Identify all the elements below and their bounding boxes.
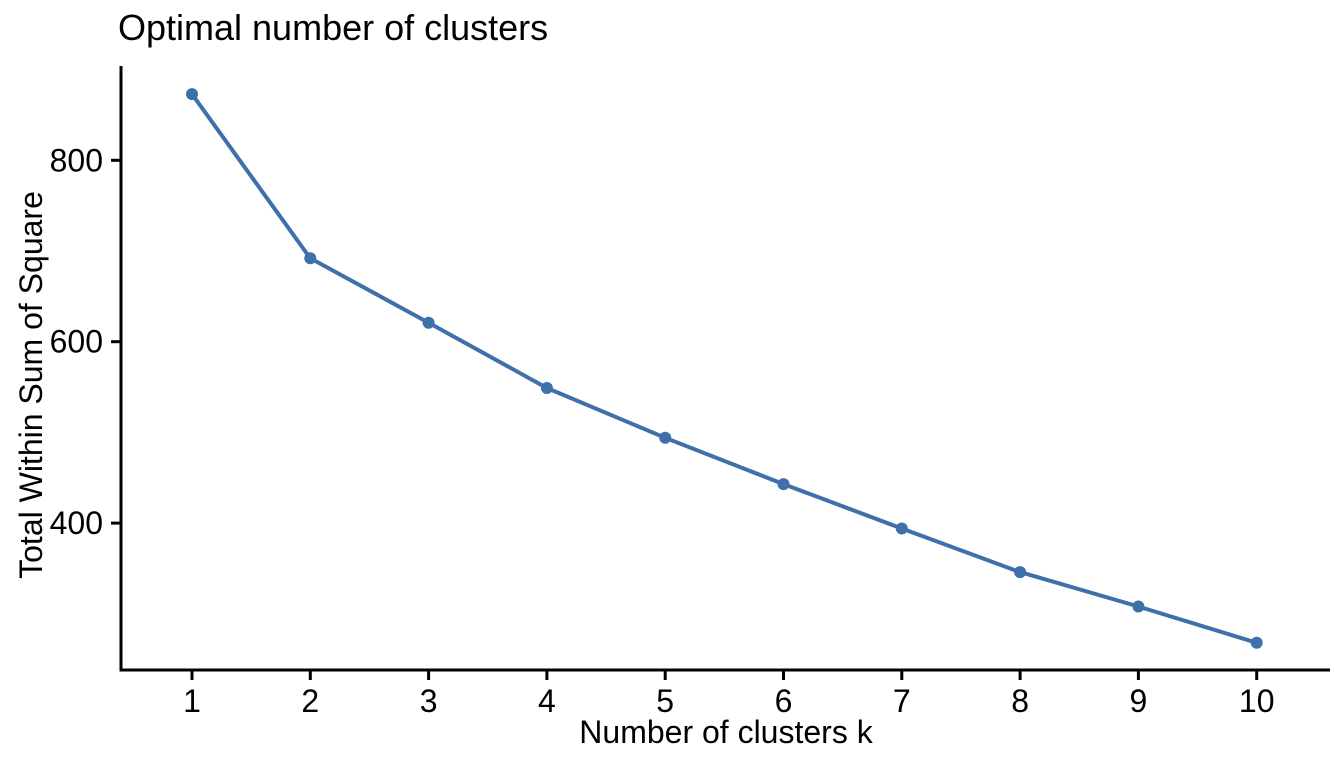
data-point: [895, 522, 908, 535]
plot-area: 400 600 800 1 2 3 4 5 6 7 8 9 10: [50, 66, 1330, 719]
y-tick-label: 600: [50, 324, 103, 360]
x-axis-title: Number of clusters k: [579, 714, 873, 750]
x-tick-label: 2: [301, 683, 319, 719]
x-tick-label: 4: [538, 683, 556, 719]
x-tick-label: 7: [893, 683, 911, 719]
data-point: [422, 316, 435, 329]
y-tick-label: 400: [50, 505, 103, 541]
data-point: [777, 478, 790, 491]
x-tick-label: 8: [1011, 683, 1029, 719]
x-tick-label: 5: [656, 683, 674, 719]
chart-title: Optimal number of clusters: [118, 7, 548, 48]
data-point: [1014, 566, 1027, 579]
y-tick-label: 800: [50, 142, 103, 178]
data-point: [540, 382, 553, 394]
x-tick-label: 3: [420, 683, 438, 719]
data-point: [186, 88, 198, 101]
x-tick-label: 10: [1239, 683, 1275, 719]
data-point: [659, 431, 672, 444]
x-tick-label: 6: [775, 683, 793, 719]
x-tick-label: 9: [1130, 683, 1148, 719]
data-point: [1132, 600, 1145, 613]
data-point: [1250, 636, 1263, 649]
series-line: [190, 92, 1259, 645]
y-axis-title: Total Within Sum of Square: [13, 191, 49, 579]
data-point: [304, 252, 317, 265]
x-tick-label: 1: [183, 683, 201, 719]
